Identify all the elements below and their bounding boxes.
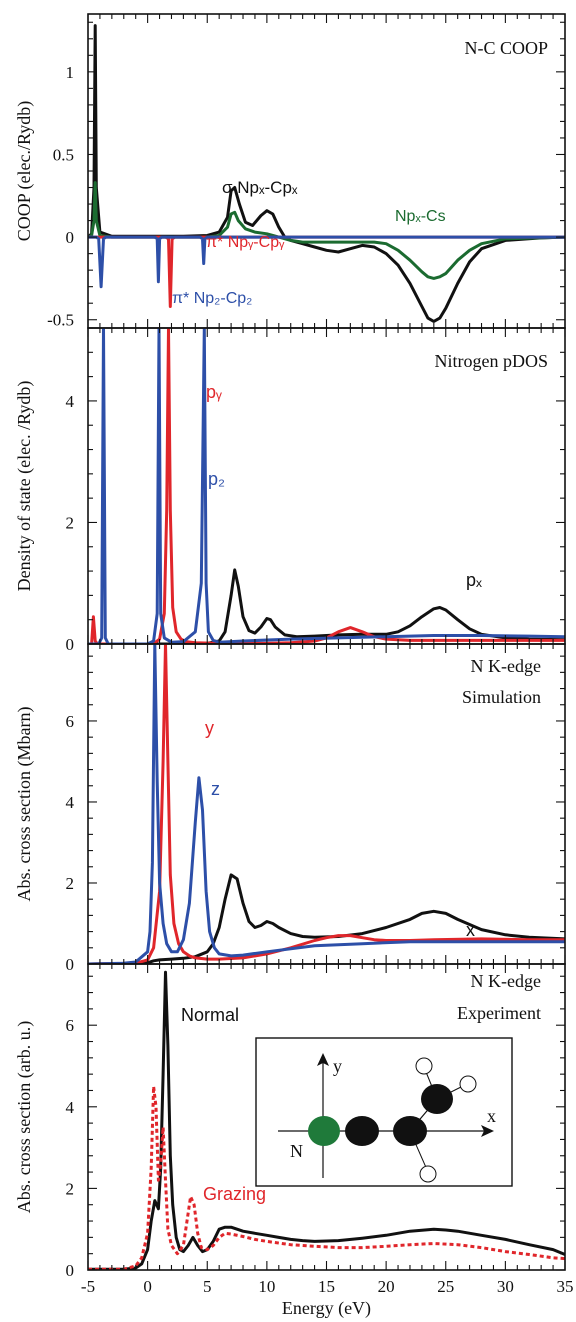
curve-annotation: y bbox=[205, 718, 214, 738]
series-line-0-3 bbox=[88, 235, 565, 289]
panel-subtitle: Simulation bbox=[462, 687, 541, 707]
curve-annotation: pᵧ bbox=[206, 382, 222, 402]
curve-annotation: p₂ bbox=[208, 469, 225, 489]
inset-x-arrow-icon bbox=[481, 1125, 494, 1137]
inset-frame bbox=[255, 1037, 513, 1187]
y-tick-label: 0 bbox=[66, 955, 75, 974]
x-tick-label: 35 bbox=[557, 1277, 574, 1296]
inset-y-arrow-icon bbox=[317, 1053, 329, 1066]
y-tick-label: 2 bbox=[66, 1179, 75, 1198]
curve-annotation: π* Np₂-Cp₂ bbox=[172, 290, 252, 307]
series-line-2-2 bbox=[88, 644, 565, 964]
y-tick-label: 6 bbox=[66, 1016, 75, 1035]
x-axis-label: Energy (eV) bbox=[282, 1298, 371, 1319]
carbon-atom-2 bbox=[393, 1116, 427, 1146]
y-axis-label: Abs. cross section (arb. u.) bbox=[14, 1021, 35, 1213]
y-tick-label: 2 bbox=[66, 513, 75, 532]
curve-annotation: Grazing bbox=[203, 1184, 266, 1204]
curve-annotation: Npₓ-Cs bbox=[395, 208, 446, 225]
curve-annotation: z bbox=[211, 779, 220, 799]
x-tick-label: 10 bbox=[258, 1277, 275, 1296]
carbon-atom-3 bbox=[421, 1084, 453, 1114]
y-axis-label: COOP (elec./Rydb) bbox=[14, 101, 35, 242]
panel-subtitle: Experiment bbox=[457, 1003, 541, 1023]
curve-annotation: σ Npₓ-Cpₓ bbox=[222, 178, 298, 197]
nitrogen-atom bbox=[308, 1116, 340, 1146]
panel-title: N K-edge bbox=[471, 656, 541, 676]
y-tick-label: -0.5 bbox=[47, 311, 74, 330]
series-line-3-0 bbox=[88, 970, 565, 1270]
x-tick-label: 30 bbox=[497, 1277, 514, 1296]
hydrogen-atom-1 bbox=[415, 1057, 433, 1075]
panel-title: N K-edge bbox=[471, 971, 541, 991]
series-line-1-1 bbox=[88, 328, 565, 644]
panel-pdos: 0 2 4 Density of state (elec. /Rydb) Nitroge… bbox=[14, 327, 566, 654]
x-tick-label: 25 bbox=[437, 1277, 454, 1296]
y-axis-label: Abs. cross section (Mbarn) bbox=[14, 707, 35, 902]
panel-title: Nitrogen pDOS bbox=[435, 351, 549, 371]
x-tick-label: -5 bbox=[81, 1277, 95, 1296]
panel-title: N-C COOP bbox=[464, 38, 548, 58]
panel-simulation: 0 2 4 6 Abs. cross section (Mbarn) N K-edge Si… bbox=[14, 643, 566, 974]
hydrogen-atom-3 bbox=[419, 1165, 437, 1183]
curve-annotation: x bbox=[466, 920, 475, 940]
y-tick-label: 4 bbox=[66, 392, 75, 411]
curve-annotation: π* Npᵧ-Cpᵧ bbox=[206, 234, 285, 251]
series-line-2-0 bbox=[88, 873, 565, 964]
y-tick-label: 0 bbox=[66, 1261, 75, 1280]
y-tick-label: 2 bbox=[66, 874, 75, 893]
y-tick-label: 6 bbox=[66, 712, 75, 731]
inset-x-label: x bbox=[487, 1106, 496, 1126]
curve-annotation: pₓ bbox=[466, 570, 482, 590]
series-line-3-1 bbox=[88, 1084, 565, 1270]
x-tick-label: 15 bbox=[318, 1277, 335, 1296]
series-line-1-0 bbox=[88, 568, 565, 644]
y-tick-label: 4 bbox=[66, 793, 75, 812]
y-tick-label: 4 bbox=[66, 1098, 75, 1117]
inset-y-label: y bbox=[333, 1056, 342, 1076]
series-line-1-2 bbox=[88, 328, 565, 644]
hydrogen-atom-2 bbox=[459, 1075, 477, 1093]
x-tick-label: 20 bbox=[378, 1277, 395, 1296]
panel-experiment: 0 2 4 6 Abs. cross section (arb. u.) N K-edge… bbox=[14, 963, 574, 1319]
y-axis-label: Density of state (elec. /Rydb) bbox=[14, 381, 35, 592]
curve-annotation: Normal bbox=[181, 1005, 239, 1025]
carbon-atom-1 bbox=[345, 1116, 379, 1146]
y-tick-label: 0 bbox=[66, 635, 75, 654]
x-tick-label: 5 bbox=[203, 1277, 212, 1296]
x-tick-label: 0 bbox=[143, 1277, 152, 1296]
y-tick-label: 1 bbox=[66, 63, 75, 82]
molecule-inset: x y N bbox=[255, 1037, 513, 1187]
inset-atom-label: N bbox=[290, 1141, 303, 1161]
panel-coop: -0.5 0 0.5 1 COOP (elec./Rydb) N-C COOP σ Npₓ-… bbox=[14, 13, 566, 330]
y-tick-label: 0 bbox=[66, 228, 75, 247]
y-tick-label: 0.5 bbox=[53, 145, 74, 164]
